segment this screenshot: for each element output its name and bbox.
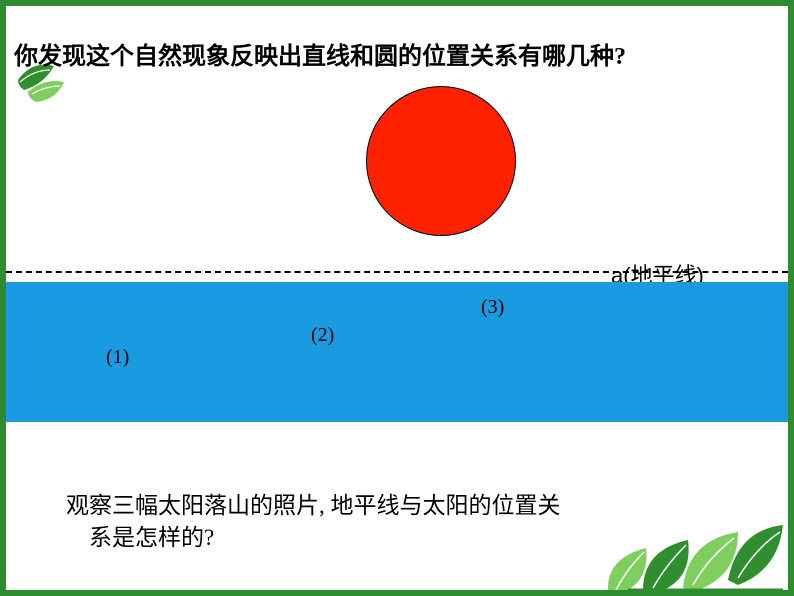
label-2: (2) bbox=[311, 324, 334, 347]
bottom-line1: 观察三幅太阳落山的照片, 地平线与太阳的位置关 bbox=[66, 493, 561, 518]
label-3: (3) bbox=[481, 296, 504, 319]
bottom-prompt: 观察三幅太阳落山的照片, 地平线与太阳的位置关 系是怎样的? bbox=[66, 490, 561, 554]
label-1: (1) bbox=[106, 346, 129, 369]
leaf-decoration-bottom bbox=[588, 470, 788, 590]
title-text: 你发现这个自然现象反映出直线和圆的位置关系有哪几种? bbox=[14, 36, 626, 71]
slide-root: 你发现这个自然现象反映出直线和圆的位置关系有哪几种? a(地平线) (1) (2… bbox=[0, 0, 794, 596]
sun-circle bbox=[366, 86, 516, 236]
bottom-line2: 系是怎样的? bbox=[89, 525, 214, 550]
